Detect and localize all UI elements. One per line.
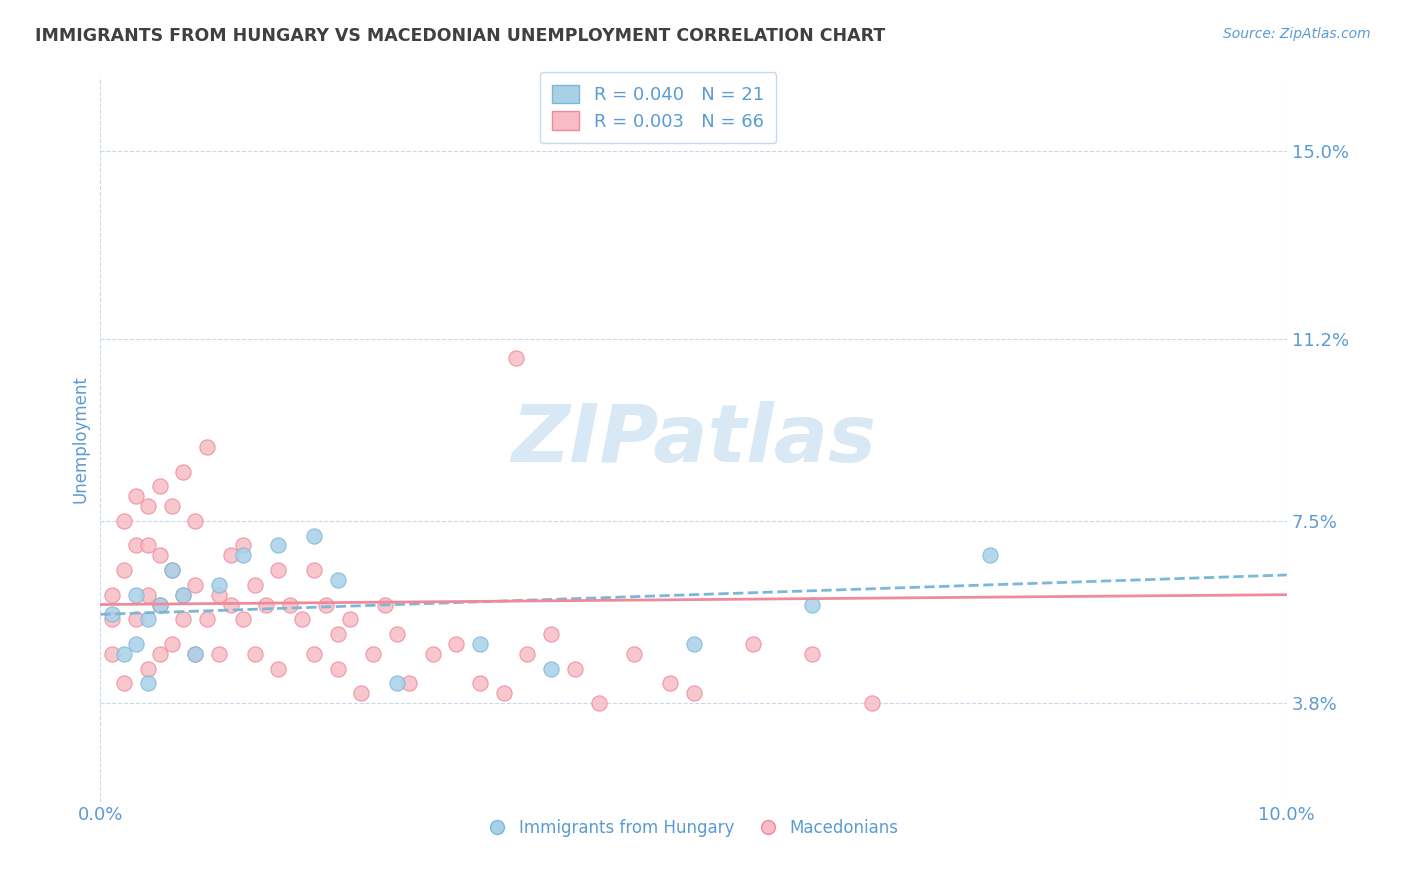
Point [267,662,290,676]
Point [208,578,231,592]
Point [125,489,148,503]
Point [339,612,361,626]
Point [149,549,172,563]
Point [801,598,824,612]
Point [184,514,207,528]
Point [136,588,159,602]
Point [112,563,135,577]
Point [195,440,218,454]
Point [243,647,266,661]
Point [232,549,254,563]
Point [505,351,527,366]
Point [492,686,515,700]
Point [219,598,242,612]
Point [112,647,135,661]
Point [136,662,159,676]
Point [232,612,254,626]
Point [326,627,349,641]
Point [801,647,824,661]
Point [516,647,538,661]
Point [385,627,408,641]
Point [160,563,183,577]
Point [446,637,468,651]
Point [160,499,183,513]
Point [398,676,420,690]
Point [326,573,349,587]
Point [979,549,1001,563]
Point [195,612,218,626]
Text: IMMIGRANTS FROM HUNGARY VS MACEDONIAN UNEMPLOYMENT CORRELATION CHART: IMMIGRANTS FROM HUNGARY VS MACEDONIAN UN… [35,27,886,45]
Point [422,647,444,661]
Point [172,588,194,602]
Point [564,662,586,676]
Point [172,588,194,602]
Point [315,598,337,612]
Point [588,696,610,710]
Point [125,588,148,602]
Point [125,637,148,651]
Legend: Immigrants from Hungary, Macedonians: Immigrants from Hungary, Macedonians [482,813,905,844]
Point [658,676,681,690]
Point [302,528,325,542]
Point [172,465,194,479]
Point [136,499,159,513]
Point [149,598,172,612]
Point [291,612,314,626]
Point [136,612,159,626]
Point [267,563,290,577]
Point [125,612,148,626]
Point [184,578,207,592]
Point [136,538,159,552]
Point [623,647,645,661]
Point [208,588,231,602]
Point [468,637,491,651]
Point [350,686,373,700]
Y-axis label: Unemployment: Unemployment [72,376,89,503]
Point [232,538,254,552]
Text: ZIPatlas: ZIPatlas [512,401,876,478]
Point [101,607,124,622]
Point [326,662,349,676]
Point [860,696,883,710]
Point [682,637,704,651]
Point [172,612,194,626]
Point [267,538,290,552]
Point [540,662,562,676]
Point [149,598,172,612]
Point [256,598,278,612]
Point [540,627,562,641]
Point [136,676,159,690]
Point [101,612,124,626]
Point [361,647,384,661]
Point [682,686,704,700]
Point [302,647,325,661]
Point [125,538,148,552]
Point [243,578,266,592]
Point [160,637,183,651]
Point [184,647,207,661]
Point [278,598,301,612]
Point [112,514,135,528]
Point [184,647,207,661]
Point [149,479,172,493]
Point [101,647,124,661]
Point [160,563,183,577]
Point [302,563,325,577]
Point [112,676,135,690]
Point [374,598,396,612]
Point [468,676,491,690]
Point [385,676,408,690]
Point [101,588,124,602]
Point [208,647,231,661]
Point [149,647,172,661]
Text: Source: ZipAtlas.com: Source: ZipAtlas.com [1223,27,1371,41]
Point [742,637,765,651]
Point [219,549,242,563]
